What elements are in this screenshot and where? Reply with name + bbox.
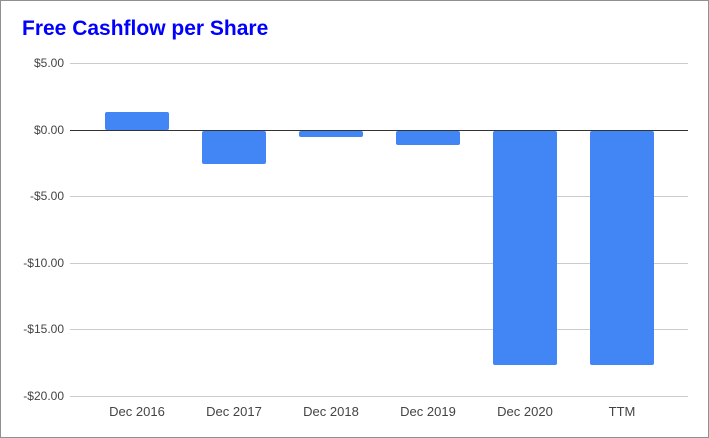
bar-dec-2020 <box>493 131 557 365</box>
x-tick-label: Dec 2019 <box>400 404 456 419</box>
y-tick-label: $0.00 <box>33 123 64 137</box>
gridline <box>70 63 688 64</box>
bar-dec-2017 <box>202 131 266 164</box>
x-axis-zero-line <box>70 130 688 131</box>
gridline <box>70 196 688 197</box>
bar-dec-2016 <box>105 112 169 130</box>
gridline <box>70 263 688 264</box>
x-tick-label: Dec 2020 <box>497 404 553 419</box>
x-tick-label: Dec 2017 <box>206 404 262 419</box>
y-tick-label: -$20.00 <box>23 389 64 403</box>
gridline <box>70 396 688 397</box>
x-tick-label: TTM <box>608 404 636 419</box>
x-tick-label: Dec 2018 <box>303 404 359 419</box>
bar-dec-2018 <box>299 131 363 137</box>
x-tick-label: Dec 2016 <box>109 404 165 419</box>
chart-title: Free Cashflow per Share <box>22 17 269 40</box>
y-tick-label: -$15.00 <box>23 322 64 336</box>
y-tick-label: $5.00 <box>33 56 64 70</box>
y-tick-label: -$5.00 <box>29 189 64 203</box>
plot-area <box>70 63 688 397</box>
y-tick-label: -$10.00 <box>23 256 64 270</box>
bar-dec-2019 <box>396 131 460 145</box>
bar-ttm <box>590 131 654 365</box>
gridline <box>70 329 688 330</box>
